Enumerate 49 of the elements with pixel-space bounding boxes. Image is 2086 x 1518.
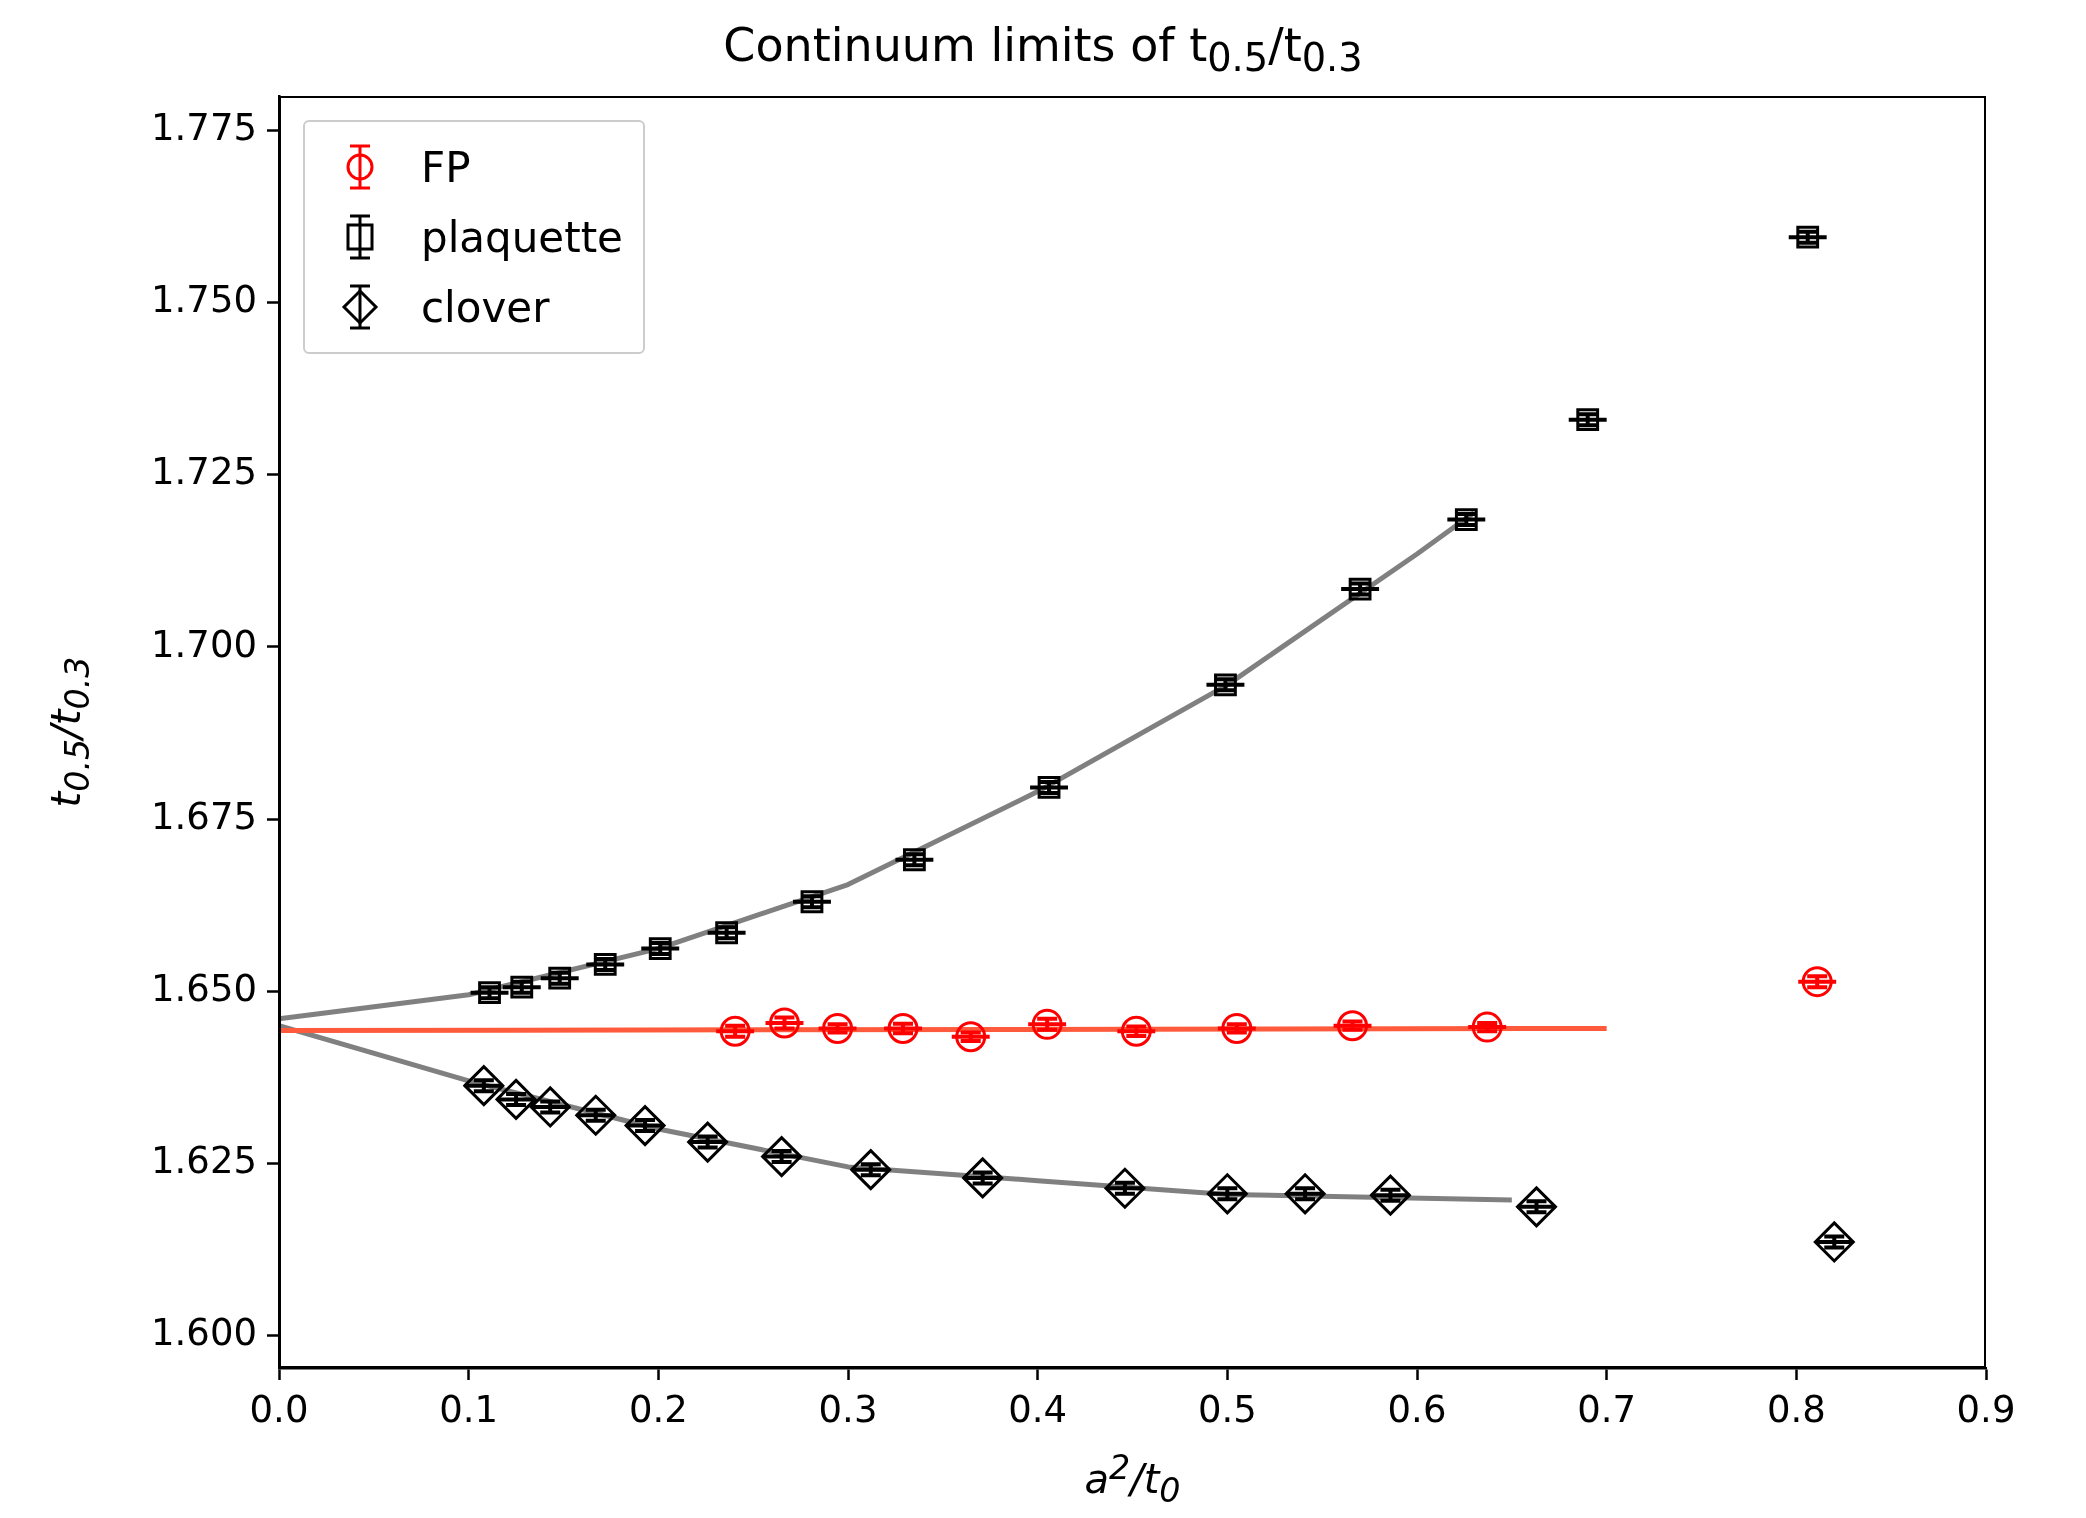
y-tick-label: 1.700: [151, 622, 257, 666]
x-tick-label: 0.7: [1577, 1387, 1637, 1431]
y-tick-label: 1.725: [151, 450, 257, 494]
point: [1515, 1186, 1557, 1228]
legend-label: plaquette: [421, 212, 623, 262]
point: [463, 1065, 505, 1107]
y-tick-label: 1.775: [151, 106, 257, 150]
point: [529, 1086, 571, 1128]
y-tick-label: 1.600: [151, 1311, 257, 1355]
x-tick-label: 0.6: [1387, 1387, 1447, 1431]
point: [1206, 1173, 1248, 1215]
point: [955, 1021, 987, 1053]
point: [1813, 1221, 1855, 1263]
x-tick-label: 0.2: [628, 1387, 688, 1431]
x-tick-label: 0.9: [1956, 1387, 2016, 1431]
point: [719, 1015, 751, 1047]
point: [768, 1007, 800, 1039]
point: [687, 1121, 729, 1163]
y-tick-label: 1.625: [151, 1139, 257, 1183]
point: [962, 1157, 1004, 1199]
point: [495, 1078, 537, 1120]
point: [624, 1105, 666, 1147]
y-tick-label: 1.750: [151, 278, 257, 322]
point: [1471, 1011, 1503, 1043]
x-axis-title: a$^{2}$/t$_{0}$: [1083, 1448, 1182, 1511]
point: [850, 1149, 892, 1191]
point: [1337, 1010, 1369, 1042]
point: [1284, 1173, 1326, 1215]
x-tick-label: 0.0: [249, 1387, 309, 1431]
x-tick-label: 0.5: [1197, 1387, 1257, 1431]
point: [1801, 966, 1833, 998]
y-tick-label: 1.675: [151, 794, 257, 838]
point: [887, 1012, 919, 1044]
point: [761, 1136, 803, 1178]
point: [1031, 1008, 1063, 1040]
x-tick-label: 0.4: [1008, 1387, 1068, 1431]
chart-title: Continuum limits of t$_{0.5}$/t$_{0.3}$: [722, 18, 1364, 81]
point: [1221, 1012, 1253, 1044]
point: [1369, 1174, 1411, 1216]
legend-label: clover: [421, 282, 550, 332]
point: [1120, 1015, 1152, 1047]
point: [1104, 1167, 1146, 1209]
x-tick-label: 0.3: [818, 1387, 878, 1431]
legend-label: FP: [421, 142, 471, 192]
x-tick-label: 0.1: [439, 1387, 499, 1431]
point: [575, 1094, 617, 1136]
x-tick-label: 0.8: [1766, 1387, 1826, 1431]
point: [822, 1012, 854, 1044]
y-tick-label: 1.650: [151, 966, 257, 1010]
